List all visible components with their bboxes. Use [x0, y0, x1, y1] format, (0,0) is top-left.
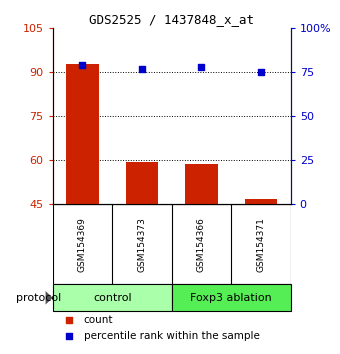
- Bar: [172, 284, 291, 312]
- Title: GDS2525 / 1437848_x_at: GDS2525 / 1437848_x_at: [89, 13, 254, 26]
- Text: control: control: [93, 293, 132, 303]
- Bar: [53, 284, 172, 312]
- Point: [80, 62, 85, 68]
- Point: [199, 64, 204, 70]
- Bar: [185, 164, 218, 204]
- Point: [139, 66, 145, 72]
- Bar: [244, 199, 277, 204]
- Text: GSM154371: GSM154371: [256, 217, 266, 272]
- Bar: [125, 162, 158, 204]
- Text: count: count: [84, 315, 113, 325]
- Text: GSM154366: GSM154366: [197, 217, 206, 272]
- Text: Foxp3 ablation: Foxp3 ablation: [190, 293, 272, 303]
- Text: percentile rank within the sample: percentile rank within the sample: [84, 331, 259, 341]
- Point: [67, 333, 72, 339]
- Polygon shape: [46, 291, 53, 304]
- Point: [67, 318, 72, 323]
- Point: [258, 69, 264, 75]
- Text: GSM154369: GSM154369: [78, 217, 87, 272]
- Bar: [66, 63, 99, 204]
- Text: protocol: protocol: [16, 293, 61, 303]
- Text: GSM154373: GSM154373: [137, 217, 147, 272]
